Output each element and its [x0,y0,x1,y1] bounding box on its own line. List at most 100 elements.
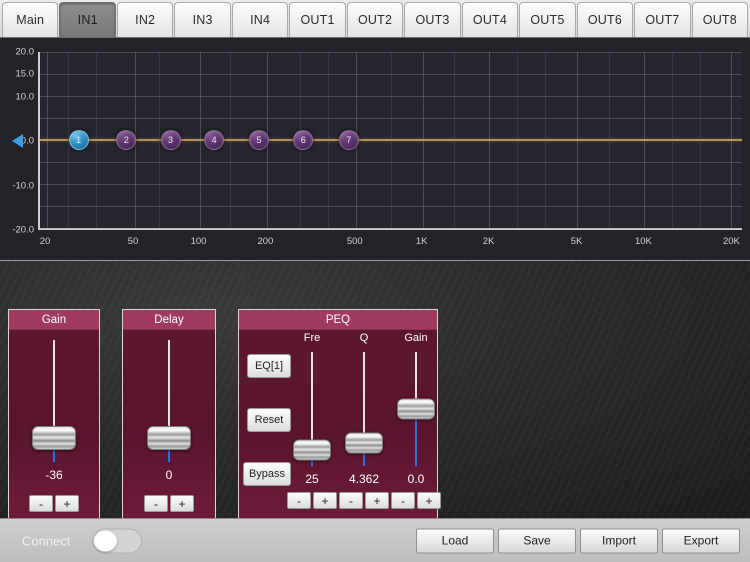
eq-graph-plot[interactable]: 1 2 3 4 5 6 7 [38,52,742,230]
tab-out7[interactable]: OUT7 [634,2,691,37]
eq-band-handle-4[interactable]: 4 [204,130,225,150]
eq-response-curve [40,139,742,141]
delay-decrement-button[interactable]: - [144,495,168,512]
graph-gridline-vertical-minor [671,52,673,228]
tab-out1[interactable]: OUT1 [289,2,346,37]
tab-in1[interactable]: IN1 [59,2,116,37]
delay-module-title: Delay [123,310,215,330]
peq-q-slider[interactable] [342,352,386,466]
eq-band-handle-1[interactable]: 1 [68,130,89,150]
tab-out2[interactable]: OUT2 [346,2,404,37]
tab-label: OUT8 [702,13,737,27]
export-button[interactable]: Export [662,528,740,553]
peq-reset-button[interactable]: Reset [247,408,291,432]
gain-slider[interactable] [9,340,99,462]
peq-fre-increment-button[interactable]: + [313,492,337,509]
gain-decrement-button[interactable]: - [29,495,53,512]
tab-label: OUT6 [587,13,622,27]
gain-value: -36 [45,468,63,482]
channel-tab-bar: Main IN1 IN2 IN3 IN4 OUT1 OUT2 OUT3 OUT4 OUT5 OUT6… [0,0,750,38]
eq-band-label: 4 [211,135,217,145]
tab-in2[interactable]: IN2 [116,2,174,37]
graph-x-tick: 200 [257,236,274,247]
file-action-buttons: Load Save Import Export [416,528,740,553]
import-button[interactable]: Import [580,528,658,553]
eq-band-label: 6 [300,135,306,145]
graph-gridline-vertical-minor [454,52,456,228]
graph-y-tick: 15.0 [15,68,35,80]
gain-module-body: -36 - + [9,330,99,520]
gain-slider-thumb[interactable] [32,425,76,450]
tab-label: OUT3 [415,13,450,27]
graph-x-tick: 50 [127,236,139,247]
peq-q-track-lower [363,443,365,466]
tab-in4[interactable]: IN4 [231,2,289,37]
tab-label: OUT2 [357,13,393,27]
peq-fre-slider-thumb[interactable] [293,439,331,461]
peq-q-stepper: - + [339,492,389,509]
graph-gridline-vertical [47,52,49,228]
peq-fre-value: 25 [305,472,319,486]
graph-gridline-horizontal [40,206,742,207]
delay-increment-button[interactable]: + [170,495,194,512]
tab-label: OUT5 [530,13,565,27]
eq-band-label: 1 [76,135,82,145]
delay-module: Delay 0 - + [122,309,216,521]
tab-label: IN3 [192,13,213,27]
graph-gridline-vertical-minor [159,52,161,228]
graph-gridline-horizontal [40,228,742,229]
peq-gain-slider-thumb[interactable] [397,398,435,420]
peq-fre-stepper: - + [287,492,337,509]
graph-gridline-vertical-minor [327,52,329,228]
graph-gridline-horizontal [40,118,742,119]
gain-stepper: - + [29,495,79,512]
peq-gain-track-lower [415,409,417,466]
peq-q-decrement-button[interactable]: - [339,492,363,509]
graph-gridline-vertical-minor [608,52,610,228]
peq-gain-value: 0.0 [407,472,425,486]
graph-gridline-horizontal [40,74,742,75]
tab-out8[interactable]: OUT8 [691,2,749,37]
connect-toggle-knob [94,530,117,551]
graph-y-tick: -10.0 [12,180,34,191]
peq-q-slider-thumb[interactable] [345,432,383,454]
peq-bypass-button[interactable]: Bypass [243,462,291,486]
peq-fre-slider[interactable] [290,352,334,466]
peq-q-value: 4.362 [348,472,380,486]
delay-module-body: 0 - + [123,330,215,520]
peq-gain-label: Gain [404,332,428,344]
delay-slider-thumb[interactable] [147,425,191,450]
peq-q-increment-button[interactable]: + [365,492,389,509]
gain-increment-button[interactable]: + [55,495,79,512]
peq-gain-slider[interactable] [394,352,438,466]
save-button[interactable]: Save [498,528,576,553]
eq-band-handle-5[interactable]: 5 [249,130,270,150]
tab-in3[interactable]: IN3 [174,2,231,37]
tab-main[interactable]: Main [2,2,59,37]
graph-gridline-vertical [489,52,491,228]
peq-gain-increment-button[interactable]: + [417,492,441,509]
graph-x-axis-labels: 20 50 100 200 500 1K 2K 5K 10K 20K [38,236,742,252]
eq-band-handle-2[interactable]: 2 [116,130,137,150]
tab-out5[interactable]: OUT5 [519,2,576,37]
peq-eq1-button[interactable]: EQ[1] [247,354,291,378]
peq-button-label: Bypass [248,468,286,480]
connect-toggle[interactable] [92,528,142,553]
delay-slider-track-lower [168,437,170,462]
eq-band-handle-7[interactable]: 7 [338,130,359,150]
load-button[interactable]: Load [416,528,494,553]
graph-gridline-horizontal [40,96,742,97]
eq-band-handle-6[interactable]: 6 [293,130,314,150]
eq-band-handle-3[interactable]: 3 [160,130,181,150]
delay-slider[interactable] [123,340,215,462]
peq-gain-decrement-button[interactable]: - [391,492,415,509]
graph-gridline-vertical-minor [68,52,70,228]
delay-slider-track-upper [168,340,170,438]
tab-out6[interactable]: OUT6 [576,2,634,37]
graph-y-tick: 10.0 [15,91,35,102]
graph-x-tick: 5K [570,236,583,247]
tab-out3[interactable]: OUT3 [404,2,461,37]
peq-fre-decrement-button[interactable]: - [287,492,311,509]
graph-gridline-horizontal [40,162,742,163]
tab-out4[interactable]: OUT4 [461,2,519,37]
